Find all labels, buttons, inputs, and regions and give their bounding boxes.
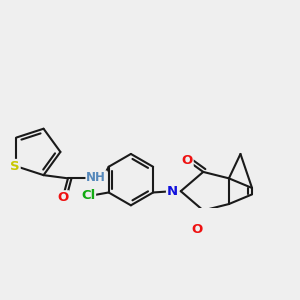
Text: NH: NH xyxy=(86,171,106,184)
Text: S: S xyxy=(10,160,20,173)
Text: O: O xyxy=(57,191,68,204)
Text: O: O xyxy=(191,223,202,236)
Text: Cl: Cl xyxy=(81,189,95,202)
Text: O: O xyxy=(182,154,193,167)
Text: N: N xyxy=(167,185,178,198)
